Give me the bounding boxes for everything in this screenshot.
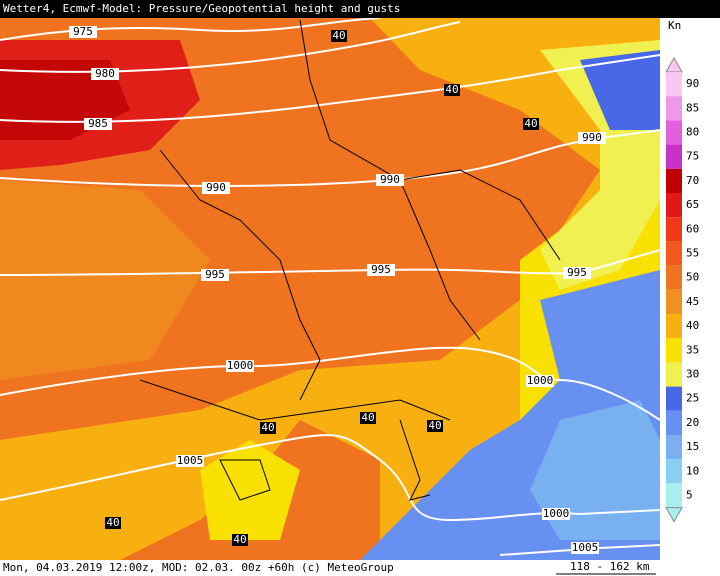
- legend-label: 30: [686, 368, 699, 381]
- isobar-label: 1000: [543, 507, 570, 520]
- legend-label: 70: [686, 174, 699, 187]
- contour-label-bg: [444, 84, 460, 96]
- isobar-label: 995: [205, 268, 225, 281]
- contour-label-bg: [105, 517, 121, 529]
- legend-label: 65: [686, 198, 699, 211]
- isobar-label: 995: [567, 266, 587, 279]
- isobar-label-bg: [202, 182, 230, 194]
- legend-label: 80: [686, 126, 699, 139]
- isobar-label-bg: [69, 26, 97, 38]
- legend-label: 40: [686, 319, 699, 332]
- isobar-label-bg: [91, 68, 119, 80]
- legend-arrow-bottom: [665, 507, 683, 523]
- legend-label: 20: [686, 416, 699, 429]
- isobar-label-bg: [578, 132, 606, 144]
- legend-swatch: [666, 217, 682, 242]
- contour-label-bg: [360, 412, 376, 424]
- footer-text: Mon, 04.03.2019 12:00z, MOD: 02.03. 00z …: [3, 561, 394, 574]
- isobar-label-bg: [201, 269, 229, 281]
- legend-swatch: [666, 193, 682, 218]
- isobar-label: 995: [371, 263, 391, 276]
- contour-label-bg: [260, 422, 276, 434]
- legend-label: 15: [686, 440, 699, 453]
- legend-swatch: [666, 96, 682, 121]
- scale-text: 118 - 162 km: [570, 560, 650, 573]
- contour-label: 40: [445, 83, 458, 96]
- map: [0, 17, 661, 560]
- legend-label: 25: [686, 392, 699, 405]
- contour-label-bg: [331, 30, 347, 42]
- contour-label: 40: [361, 411, 374, 424]
- isobar-label-bg: [563, 267, 591, 279]
- legend-swatch: [666, 120, 682, 145]
- isobar-label-bg: [367, 264, 395, 276]
- isobar-label: 990: [582, 131, 602, 144]
- legend-swatch: [666, 459, 682, 484]
- isobar-label: 980: [95, 67, 115, 80]
- legend-label: 75: [686, 150, 699, 163]
- contour-label-bg: [232, 534, 248, 546]
- isobar-label: 990: [206, 181, 226, 194]
- legend-label: 85: [686, 101, 699, 114]
- isobar-label-bg: [176, 455, 204, 467]
- isobar-label-bg: [526, 375, 554, 387]
- isobar-label: 1005: [177, 454, 204, 467]
- legend-label: 50: [686, 271, 699, 284]
- contour-label: 40: [233, 533, 246, 546]
- contour-label-bg: [427, 420, 443, 432]
- legend-label: 10: [686, 464, 699, 477]
- contour-label: 40: [428, 419, 441, 432]
- legend-swatch: [666, 435, 682, 460]
- legend-swatch: [666, 289, 682, 314]
- legend-swatch: [666, 410, 682, 435]
- isobar-label: 985: [88, 117, 108, 130]
- isobar-label-bg: [226, 360, 254, 372]
- legend-label: 60: [686, 222, 699, 235]
- legend-label: 35: [686, 343, 699, 356]
- isobar-label: 990: [380, 173, 400, 186]
- legend-swatch: [666, 362, 682, 387]
- isobar-label: 1000: [527, 374, 554, 387]
- isobar-label: 975: [73, 25, 93, 38]
- contour-label: 40: [524, 117, 537, 130]
- contour-label: 40: [261, 421, 274, 434]
- isobar-label-bg: [376, 174, 404, 186]
- legend-swatch: [666, 241, 682, 266]
- contour-label-bg: [523, 118, 539, 130]
- isobar-label-bg: [542, 508, 570, 520]
- isobar-label-bg: [571, 542, 599, 554]
- legend-swatch: [666, 265, 682, 290]
- legend-label: 45: [686, 295, 699, 308]
- title-bar: [0, 0, 720, 18]
- title: Wetter4, Ecmwf-Model: Pressure/Geopotent…: [3, 2, 400, 15]
- isobar-label-bg: [84, 118, 112, 130]
- legend-swatch: [666, 483, 682, 508]
- legend-label: 90: [686, 77, 699, 90]
- legend-swatch: [666, 338, 682, 363]
- legend-swatch: [666, 72, 682, 97]
- legend-label: 5: [686, 489, 693, 502]
- legend-label: 55: [686, 247, 699, 260]
- isobar-label: 1005: [572, 541, 599, 554]
- contour-label: 40: [106, 516, 119, 529]
- isobar-label: 1000: [227, 359, 254, 372]
- legend-swatch: [666, 144, 682, 169]
- legend-unit: Kn: [668, 19, 681, 32]
- legend-swatch: [666, 168, 682, 193]
- legend-swatch: [666, 386, 682, 411]
- legend-swatch: [666, 314, 682, 339]
- contour-label: 40: [332, 29, 345, 42]
- footer-bar: [0, 560, 720, 576]
